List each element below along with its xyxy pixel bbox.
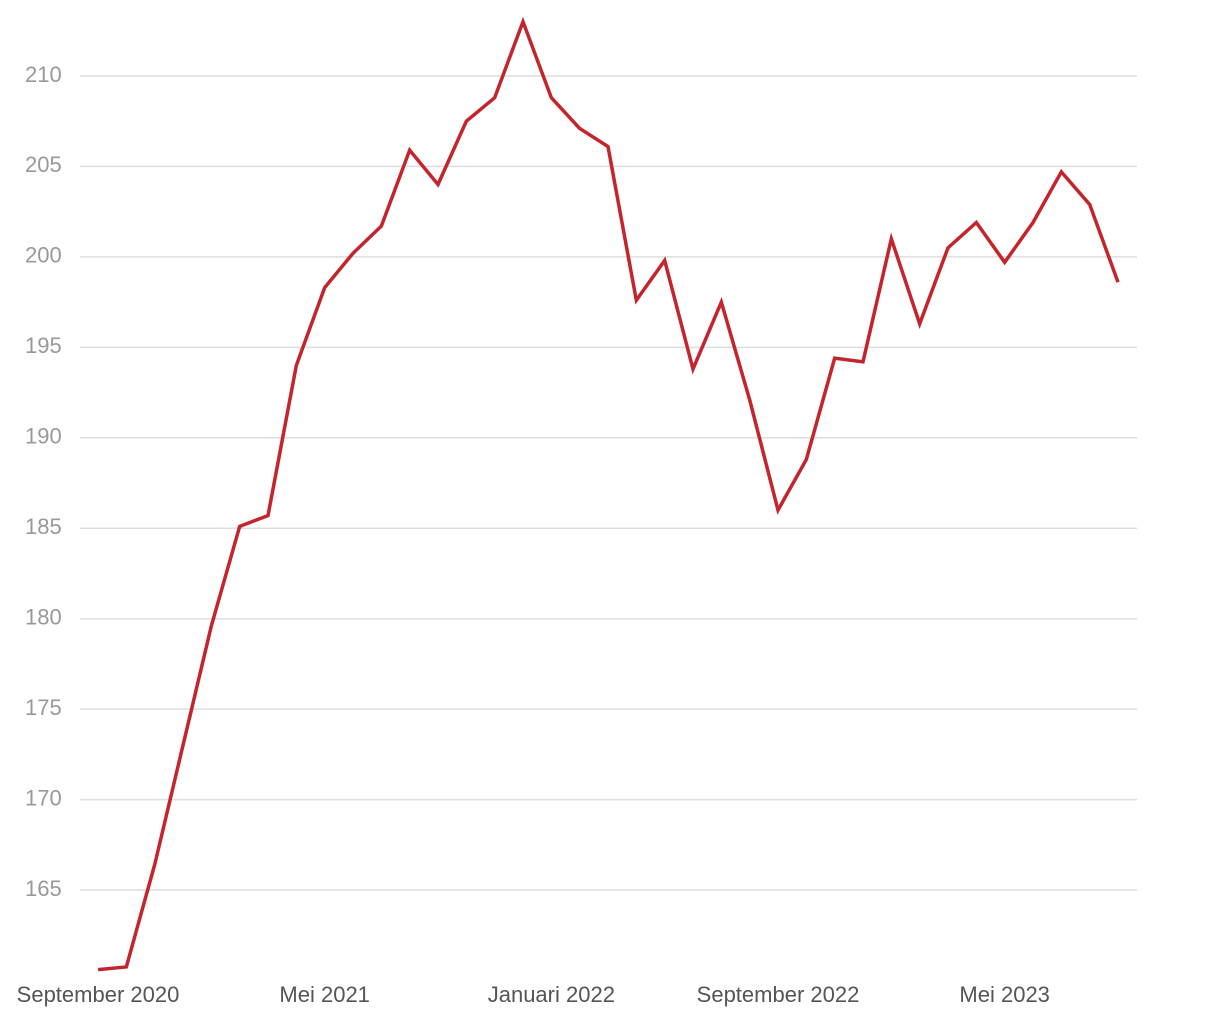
- y-tick-label: 165: [25, 876, 62, 901]
- x-tick-label: Januari 2022: [488, 982, 615, 1007]
- y-tick-label: 210: [25, 62, 62, 87]
- x-tick-label: September 2020: [17, 982, 180, 1007]
- y-tick-label: 180: [25, 605, 62, 630]
- y-tick-label: 190: [25, 424, 62, 449]
- x-tick-label: Mei 2023: [959, 982, 1050, 1007]
- x-tick-label: Mei 2021: [279, 982, 370, 1007]
- y-tick-label: 200: [25, 243, 62, 268]
- y-tick-label: 185: [25, 514, 62, 539]
- y-tick-label: 170: [25, 785, 62, 810]
- x-tick-label: September 2022: [697, 982, 860, 1007]
- data-line: [97, 16, 1120, 972]
- y-tick-label: 205: [25, 152, 62, 177]
- y-tick-label: 195: [25, 333, 62, 358]
- y-tick-label: 175: [25, 695, 62, 720]
